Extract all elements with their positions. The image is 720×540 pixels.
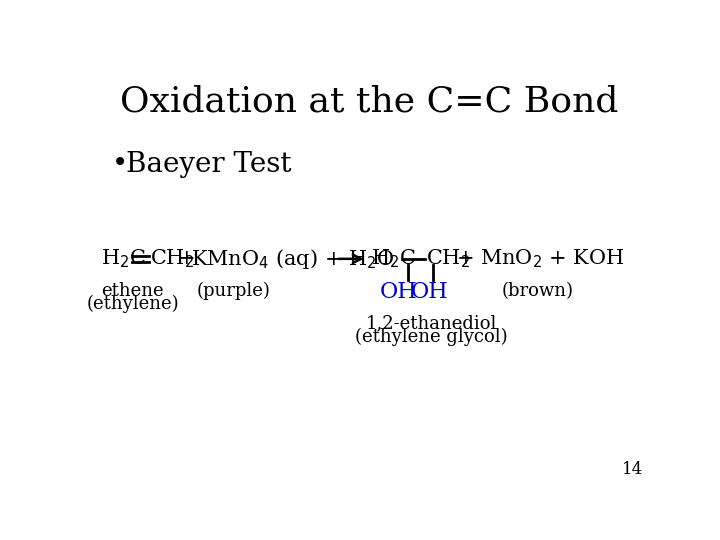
Text: 1,2-ethanediol: 1,2-ethanediol	[365, 314, 497, 332]
Text: (purple): (purple)	[197, 282, 270, 300]
Text: + MnO$_2$ + KOH: + MnO$_2$ + KOH	[456, 247, 624, 270]
Text: OH: OH	[410, 281, 449, 303]
Text: (ethylene glycol): (ethylene glycol)	[355, 328, 508, 346]
Text: OH: OH	[379, 281, 418, 303]
Text: CH$_2$: CH$_2$	[150, 247, 194, 270]
Text: H$_2$C: H$_2$C	[371, 247, 415, 270]
Text: Oxidation at the C=C Bond: Oxidation at the C=C Bond	[120, 85, 618, 119]
Text: ethene: ethene	[102, 282, 164, 300]
Text: 14: 14	[622, 461, 643, 478]
Text: CH$_2$: CH$_2$	[426, 247, 471, 270]
Text: KMnO$_4$ (aq) + H$_2$O: KMnO$_4$ (aq) + H$_2$O	[191, 247, 394, 271]
Text: H$_2$C: H$_2$C	[101, 247, 146, 270]
Text: (brown): (brown)	[502, 282, 574, 300]
Text: •: •	[112, 151, 128, 178]
Text: +: +	[178, 249, 195, 268]
Text: Baeyer Test: Baeyer Test	[126, 151, 291, 178]
Text: (ethylene): (ethylene)	[86, 295, 179, 313]
